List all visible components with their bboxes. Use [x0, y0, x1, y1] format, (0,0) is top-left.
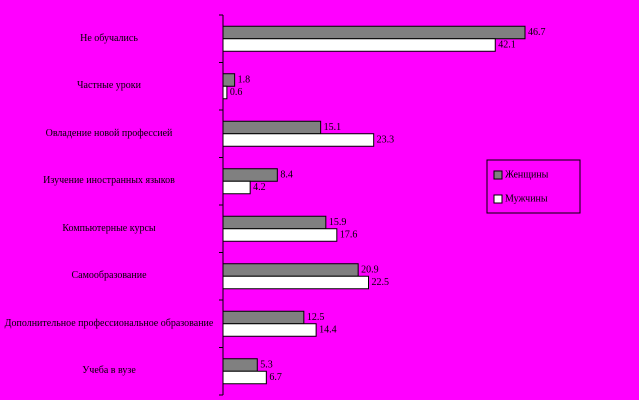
bar — [222, 120, 322, 135]
category-label: Изучение иностранных языков — [43, 175, 175, 187]
value-label: 5.3 — [260, 359, 273, 370]
value-label: 1.8 — [238, 74, 251, 85]
bar — [222, 133, 375, 147]
bar — [222, 168, 278, 182]
bar — [222, 85, 228, 100]
value-label: 22.5 — [372, 277, 390, 288]
legend-label: Женщины — [505, 169, 549, 180]
legend-swatch — [493, 170, 503, 180]
bar — [222, 323, 317, 337]
bar — [222, 263, 359, 277]
value-label: 15.1 — [324, 122, 342, 133]
bar — [222, 358, 258, 372]
bar — [222, 215, 327, 230]
category-label: Дополнительное профессиональное образова… — [4, 317, 214, 329]
category-label: Овладение новой профессией — [45, 127, 173, 139]
bar — [222, 228, 338, 242]
bar — [222, 38, 496, 52]
bar — [222, 25, 526, 40]
value-label: 0.6 — [230, 87, 243, 98]
bar — [222, 310, 305, 325]
value-label: 23.3 — [377, 134, 395, 145]
value-label: 4.2 — [253, 182, 265, 193]
category-label: Не обучались — [80, 32, 138, 44]
legend-box — [486, 159, 581, 214]
bar — [222, 180, 251, 195]
legend-label: Мужчины — [505, 193, 548, 204]
value-label: 12.5 — [307, 312, 325, 323]
bar — [222, 73, 236, 87]
category-label: Компьютерные курсы — [62, 222, 156, 234]
legend-swatch — [493, 194, 503, 204]
category-label: Частные уроки — [77, 80, 141, 92]
value-label: 14.4 — [319, 324, 337, 335]
value-label: 15.9 — [329, 217, 347, 228]
bar — [222, 275, 370, 290]
value-label: 20.9 — [361, 264, 379, 275]
bar — [222, 370, 267, 385]
value-label: 42.1 — [498, 39, 516, 50]
category-label: Самообразование — [71, 270, 147, 282]
category-label: Учеба в вузе — [82, 365, 136, 377]
value-label: 46.7 — [528, 27, 546, 38]
value-label: 8.4 — [280, 169, 293, 180]
value-label: 17.6 — [340, 229, 358, 240]
value-label: 6.7 — [269, 372, 282, 383]
